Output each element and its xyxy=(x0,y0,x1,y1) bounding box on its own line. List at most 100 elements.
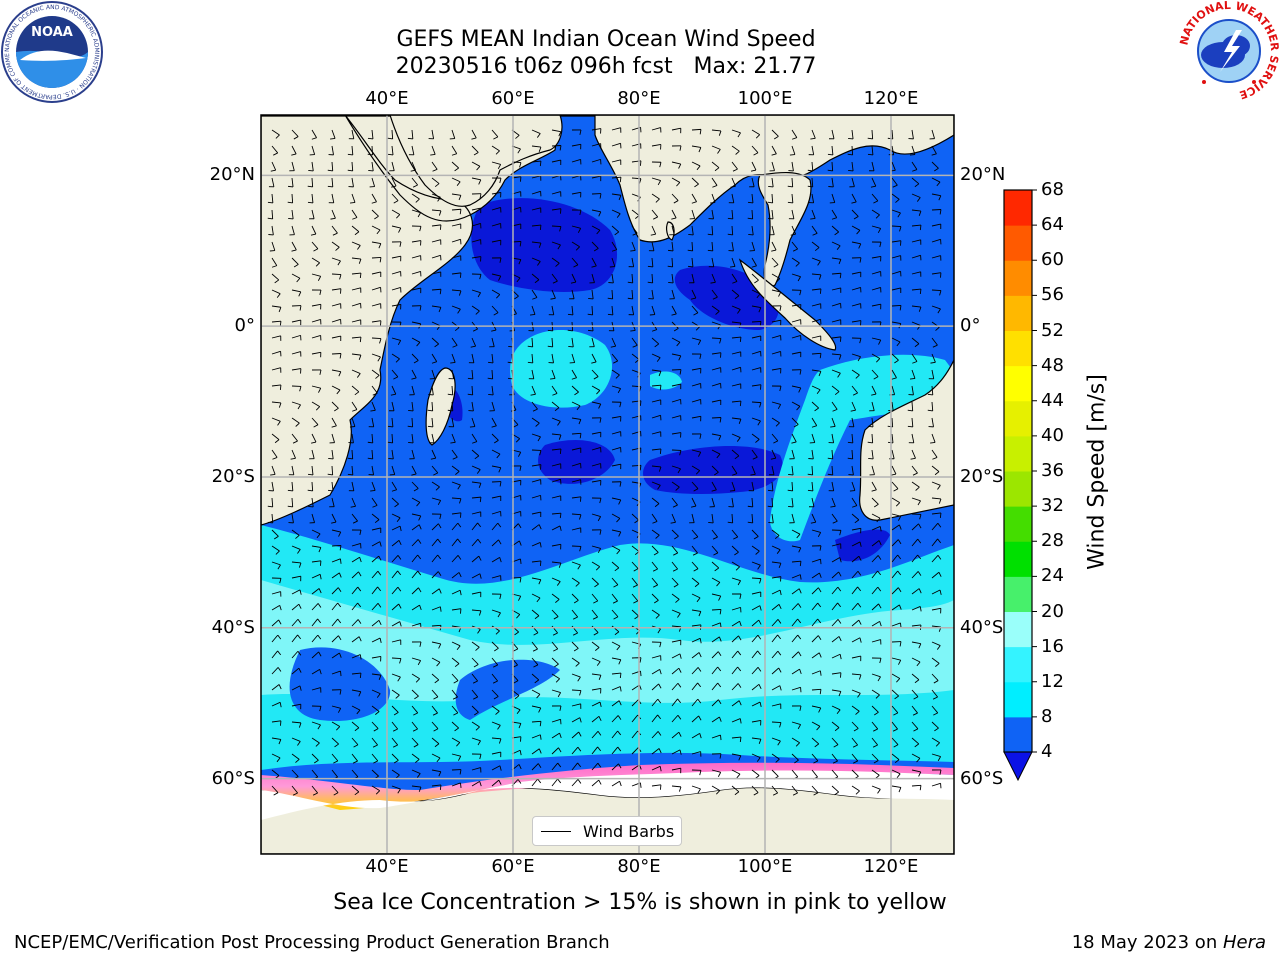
wind-barb xyxy=(711,449,721,459)
wind-barb xyxy=(471,538,482,547)
wind-barb xyxy=(807,481,814,492)
wind-barb xyxy=(931,607,942,614)
wind-barb xyxy=(811,558,822,565)
wind-barb xyxy=(731,753,742,761)
wind-barb xyxy=(411,209,421,218)
wind-barb xyxy=(349,417,356,428)
wind-barb xyxy=(789,449,795,460)
wind-barb xyxy=(611,225,620,236)
wind-barb xyxy=(531,673,540,684)
wind-barb xyxy=(731,433,741,442)
wind-barb xyxy=(851,527,862,534)
wind-barb xyxy=(731,383,742,389)
wind-barb xyxy=(591,241,599,252)
wind-barb xyxy=(911,305,922,312)
wind-barb xyxy=(331,689,342,695)
wind-barb xyxy=(607,305,614,316)
wind-barb xyxy=(291,529,300,539)
wind-barb xyxy=(531,464,542,470)
wind-barb xyxy=(391,241,402,247)
wind-barb xyxy=(348,129,355,140)
wind-barb xyxy=(809,497,815,508)
wind-barb xyxy=(731,736,742,743)
wind-barb xyxy=(648,289,654,300)
wind-barb xyxy=(411,570,422,579)
wind-barb xyxy=(311,433,317,444)
wind-barb xyxy=(351,302,362,309)
wind-barb xyxy=(551,145,562,151)
wind-barb xyxy=(671,653,682,659)
wind-barb xyxy=(429,369,436,380)
wind-barb xyxy=(751,634,762,643)
wind-barb xyxy=(651,513,658,524)
wind-barb xyxy=(671,529,679,540)
wind-barb xyxy=(791,334,802,341)
wind-barb xyxy=(391,337,402,346)
wind-barb xyxy=(451,721,459,732)
wind-barb xyxy=(691,177,699,188)
wind-barb xyxy=(891,497,901,507)
lon-tick-top: 100°E xyxy=(737,88,793,109)
wind-barb xyxy=(768,513,774,524)
wind-barb xyxy=(551,705,562,711)
wind-barb xyxy=(551,257,560,267)
wind-barb xyxy=(731,449,740,460)
colorbar-tick: 40 xyxy=(1041,424,1064,446)
wind-barb xyxy=(311,705,322,712)
date-text: 18 May 2023 on xyxy=(1071,932,1223,953)
wind-barb xyxy=(271,289,281,298)
wind-barb xyxy=(691,698,702,707)
wind-barb xyxy=(851,673,862,680)
wind-barb xyxy=(571,762,582,771)
calm-zone-central-south xyxy=(538,440,615,484)
wind-barb xyxy=(791,705,802,711)
wind-barb xyxy=(491,465,502,473)
wind-barb xyxy=(671,415,682,421)
wind-barb xyxy=(391,639,402,645)
wind-barb xyxy=(351,336,362,343)
wind-barb xyxy=(371,655,382,662)
wind-barb xyxy=(551,129,562,137)
wind-barb xyxy=(727,225,734,236)
wind-barb xyxy=(691,383,702,389)
wind-barb xyxy=(469,417,476,428)
wind-barb xyxy=(728,241,734,252)
wind-barb xyxy=(291,575,302,582)
wind-barb xyxy=(547,337,554,348)
wind-barb xyxy=(308,161,314,172)
wind-barb xyxy=(711,636,722,643)
wind-barb xyxy=(691,545,698,556)
wind-barb xyxy=(851,619,862,627)
wind-barb xyxy=(730,177,736,188)
wind-barb xyxy=(411,270,422,277)
wind-barb xyxy=(531,479,542,485)
wind-barb xyxy=(631,593,639,604)
wind-barb xyxy=(287,193,294,204)
wind-barb xyxy=(691,305,699,316)
colorbar-segment xyxy=(1004,576,1032,612)
wind-barb xyxy=(311,335,322,341)
wind-barb xyxy=(591,225,601,235)
wind-barb xyxy=(551,673,560,683)
wind-barb xyxy=(731,161,738,172)
wind-barb xyxy=(531,524,542,531)
wind-barb xyxy=(288,177,294,188)
wind-barb xyxy=(610,337,617,348)
wind-barb xyxy=(771,603,782,611)
wind-barb xyxy=(571,717,582,723)
wind-barb xyxy=(271,545,280,555)
wind-barb xyxy=(471,207,482,214)
chart-title: GEFS MEAN Indian Ocean Wind Speed xyxy=(396,27,816,52)
wind-barb xyxy=(771,703,782,709)
wind-barb xyxy=(351,753,358,764)
wind-barb xyxy=(327,177,334,188)
wind-barb xyxy=(431,769,442,777)
wind-barb xyxy=(711,716,722,723)
wind-barb xyxy=(451,689,458,700)
wind-barb xyxy=(851,353,861,362)
wind-barb xyxy=(931,177,941,187)
wind-barb xyxy=(908,385,914,396)
wind-barb xyxy=(431,177,440,188)
wind-barb xyxy=(449,129,456,140)
wind-barb xyxy=(291,685,302,691)
